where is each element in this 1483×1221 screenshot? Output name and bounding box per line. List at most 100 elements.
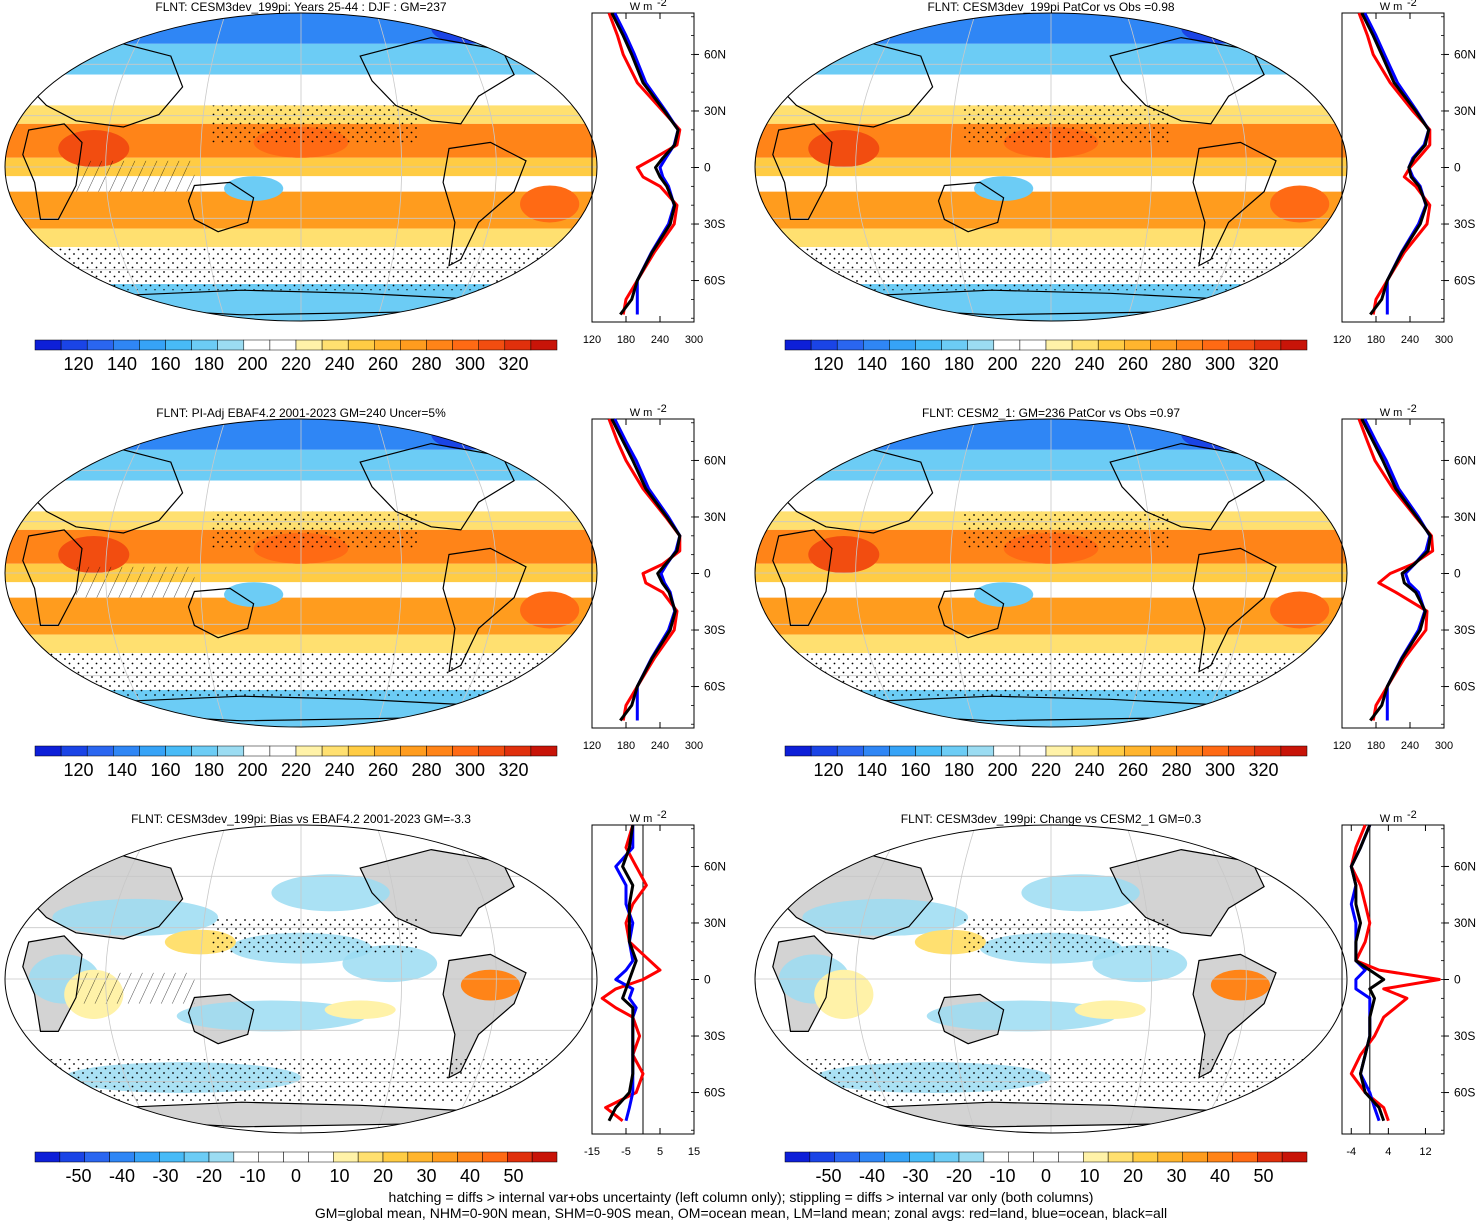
graticule-line: [105, 419, 155, 727]
coastline: [442, 547, 527, 673]
graticule-line: [1197, 825, 1247, 1133]
colorbar-swatch: [1058, 1151, 1084, 1163]
graticule-line: [855, 13, 905, 321]
zonal-tick-label: 180: [1367, 740, 1385, 752]
colorbar-label: 240: [1074, 760, 1104, 780]
map: [754, 824, 1348, 1134]
colorbar-swatch: [1019, 339, 1047, 351]
colorbar-swatch: [1176, 339, 1203, 351]
colorbar-swatch: [530, 339, 558, 351]
colorbar-label: 180: [194, 760, 224, 780]
panel-title: FLNT: CESM3dev_199pi: Bias vs EBAF4.2 20…: [131, 812, 471, 826]
zonal-tick-label: 12: [1419, 1146, 1431, 1158]
colorbar-swatch: [243, 339, 271, 351]
colorbar-swatch: [1083, 1151, 1109, 1163]
colorbar-label: -30: [902, 1166, 928, 1186]
zonal-tick-label: 300: [1435, 740, 1453, 752]
colorbar-swatch: [884, 1151, 910, 1163]
map-field: [755, 825, 1347, 1133]
map-outline: [754, 824, 1348, 1134]
colorbar-swatch: [269, 339, 297, 351]
coastline: [1192, 547, 1277, 673]
graticule-line: [376, 825, 403, 1133]
panel-6: FLNT: CESM3dev_199pi: Change vs CESM2_1 …: [754, 809, 1476, 1186]
colorbar-label: 140: [857, 760, 887, 780]
colorbar-swatch: [784, 339, 812, 351]
stippling: [962, 105, 1170, 143]
colorbar-swatch: [1257, 1151, 1283, 1163]
coastline: [1109, 848, 1265, 937]
colorbar-swatch: [113, 339, 140, 351]
colorbar-swatch: [269, 745, 297, 757]
colorbar-swatch: [863, 339, 890, 351]
anomaly-blob: [1210, 969, 1271, 1001]
graticule-line: [1197, 419, 1247, 727]
zonal-units-exponent: -2: [1407, 0, 1417, 9]
land-mask: [360, 849, 515, 936]
colorbar: -50 -40 -30 -20 -10 0 10 20 30 40 50: [34, 1151, 558, 1186]
colorbar-label: 160: [900, 760, 930, 780]
colorbar-label: 180: [944, 760, 974, 780]
colorbar-label: 260: [1118, 760, 1148, 780]
coastline: [772, 529, 833, 627]
map-blob: [28, 422, 136, 453]
zonal-tick-label: 180: [1367, 334, 1385, 346]
stippling: [212, 105, 420, 143]
panel-2: FLNT: CESM3dev_199pi PatCor vs Obs =0.98…: [754, 0, 1476, 374]
colorbar-label: 320: [498, 354, 528, 374]
colorbar-label: 200: [237, 354, 267, 374]
colorbar-swatch: [983, 1151, 1009, 1163]
lat-label: 30N: [704, 104, 726, 118]
map: [754, 418, 1348, 728]
zonal-tick-label: 120: [583, 334, 601, 346]
colorbar-swatch: [504, 745, 532, 757]
colorbar-swatch: [507, 1151, 533, 1163]
graticule-line: [1126, 825, 1153, 1133]
map: [4, 824, 598, 1134]
colorbar-swatch: [482, 1151, 508, 1163]
panel-3: FLNT: PI-Adj EBAF4.2 2001-2023 GM=240 Un…: [4, 403, 726, 780]
coastline: [359, 848, 515, 937]
colorbar-swatch: [217, 745, 245, 757]
land-mask: [1246, 837, 1288, 865]
zonal-units-exponent: -2: [657, 0, 667, 9]
colorbar-label: -40: [109, 1166, 135, 1186]
colorbar-label: 180: [194, 354, 224, 374]
lat-label: 60S: [1454, 274, 1475, 288]
colorbar-swatch: [1045, 339, 1073, 351]
colorbar-label: -50: [815, 1166, 841, 1186]
graticule-line: [855, 419, 905, 727]
colorbar-swatch: [958, 1151, 985, 1163]
colorbar-label: 220: [1031, 354, 1061, 374]
land-mask: [1110, 849, 1265, 936]
anomaly-blob: [802, 898, 969, 936]
colorbar-label: 240: [324, 354, 354, 374]
colorbar-swatch: [139, 339, 166, 351]
map-blob: [1270, 185, 1330, 223]
colorbar-label: -20: [946, 1166, 972, 1186]
zonal-series-land: [1349, 824, 1441, 1122]
coastline: [442, 141, 527, 267]
coastline: [495, 430, 539, 460]
map-field: [5, 13, 597, 321]
colorbar-swatch: [452, 339, 479, 351]
graticule-line: [1126, 13, 1153, 321]
anomaly-blob: [324, 1000, 396, 1020]
colorbar-swatch: [374, 339, 401, 351]
graticule-line: [199, 825, 226, 1133]
colorbar-label: 140: [857, 354, 887, 374]
zonal-series-all: [1360, 12, 1431, 316]
zonal-units: W m: [1380, 407, 1403, 419]
colorbar-swatch: [863, 745, 890, 757]
colorbar-swatch: [1157, 1151, 1183, 1163]
stippling: [962, 917, 1170, 955]
zonal-series-all: [610, 12, 680, 316]
stippling: [962, 511, 1170, 549]
colorbar-label: 300: [455, 354, 485, 374]
colorbar-swatch: [1124, 339, 1151, 351]
colorbar-swatch: [165, 339, 192, 351]
lat-label: 0: [704, 161, 711, 175]
colorbar-swatch: [426, 745, 453, 757]
zonal-units-exponent: -2: [1407, 809, 1417, 821]
colorbar-label: 180: [944, 354, 974, 374]
